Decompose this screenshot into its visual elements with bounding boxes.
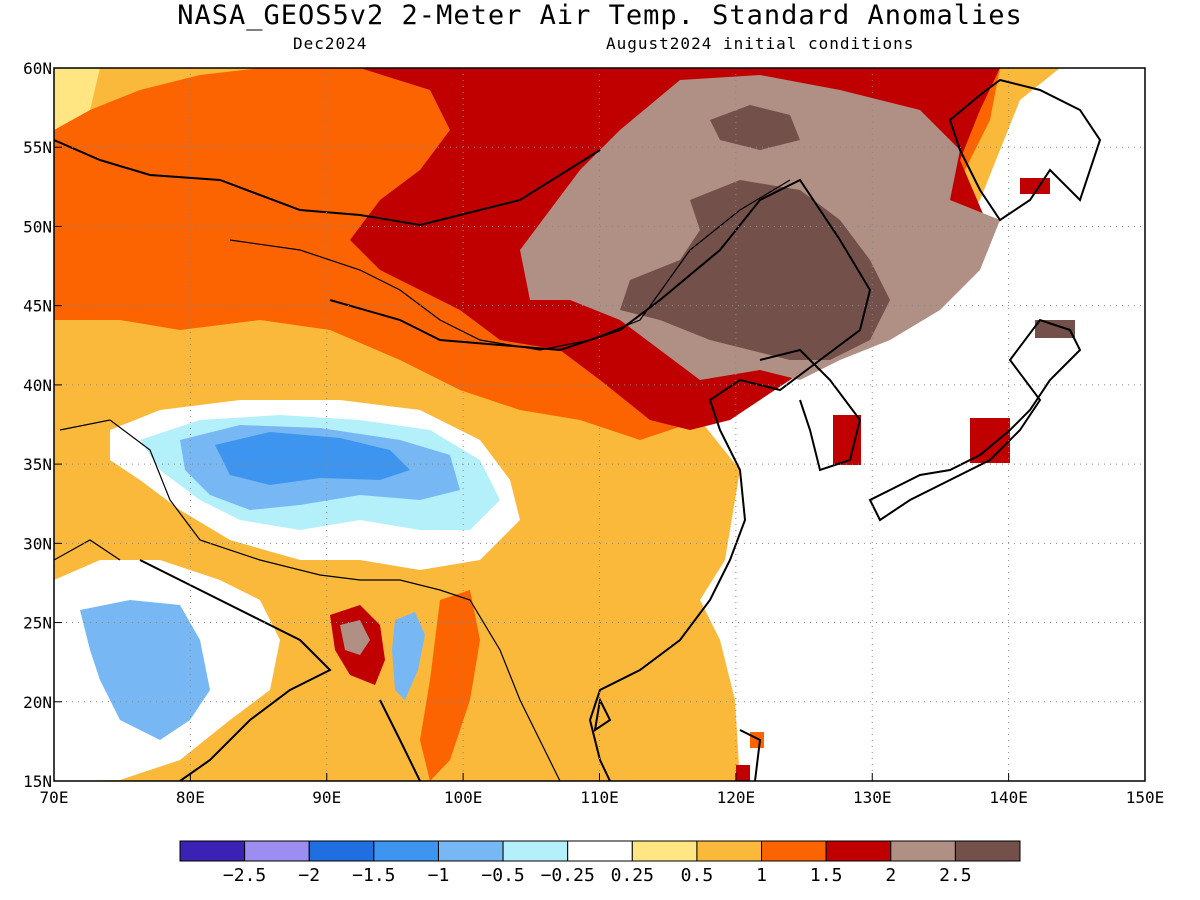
lat-tick-label: 40N bbox=[23, 376, 52, 395]
lon-tick-label: 80E bbox=[176, 788, 205, 807]
colorbar-label: −0.25 bbox=[541, 865, 595, 886]
lat-tick-label: 25N bbox=[23, 614, 52, 633]
colorbar-swatch bbox=[631, 840, 698, 862]
forecast-month: Dec2024 bbox=[293, 34, 368, 53]
colorbar-swatch bbox=[179, 840, 246, 862]
lon-tick-label: 130E bbox=[853, 788, 892, 807]
lat-axis: 15N 20N 25N 30N 35N 40N 45N 50N 55N 60N bbox=[23, 59, 62, 791]
lon-tick-label: 70E bbox=[40, 788, 69, 807]
region-west-light bbox=[54, 68, 100, 130]
map-title: NASA_GEOS5v2 2-Meter Air Temp. Standard … bbox=[177, 0, 1023, 31]
colorbar-swatch bbox=[761, 840, 827, 862]
region-tibet-cold bbox=[215, 432, 410, 485]
borders bbox=[54, 179, 791, 781]
anomaly-fields bbox=[54, 68, 1145, 781]
colorbar-label: 2.5 bbox=[939, 865, 972, 886]
region-extreme-warm bbox=[620, 180, 890, 360]
colorbar-label: −1 bbox=[428, 865, 450, 886]
colorbar-swatch bbox=[308, 840, 375, 862]
colorbar-label: −2.5 bbox=[223, 865, 266, 886]
colorbar-swatch bbox=[437, 840, 504, 862]
lon-tick-label: 150E bbox=[1126, 788, 1165, 807]
colorbar-swatch bbox=[373, 840, 439, 862]
lat-tick-label: 30N bbox=[23, 534, 52, 553]
colorbar-label: −2 bbox=[298, 865, 320, 886]
colorbar-swatch bbox=[244, 840, 310, 862]
lon-axis: 70E 80E 90E 100E 110E 120E 130E 140E 150E bbox=[40, 773, 1165, 807]
colorbar-label: 0.5 bbox=[681, 865, 714, 886]
colorbar: −2.5 −2 −1.5 −1 −0.5 −0.25 0.25 0.5 1 1.5 2 2.5 bbox=[179, 840, 1021, 886]
colorbar-label: 1.5 bbox=[810, 865, 843, 886]
region-hokkaido-extreme bbox=[1035, 320, 1075, 338]
lon-tick-label: 110E bbox=[580, 788, 619, 807]
colorbar-swatch bbox=[890, 840, 956, 862]
lon-tick-label: 120E bbox=[717, 788, 756, 807]
initial-conditions: August2024 initial conditions bbox=[606, 34, 915, 53]
lat-tick-label: 20N bbox=[23, 693, 52, 712]
lat-tick-label: 60N bbox=[23, 59, 52, 78]
colorbar-label: 0.25 bbox=[611, 865, 654, 886]
ocean-region bbox=[700, 68, 1145, 781]
lon-tick-label: 90E bbox=[312, 788, 341, 807]
lon-tick-label: 140E bbox=[989, 788, 1028, 807]
lat-tick-label: 55N bbox=[23, 138, 52, 157]
region-extreme-warm-north bbox=[710, 105, 800, 150]
colorbar-label: 2 bbox=[885, 865, 896, 886]
colorbar-swatch bbox=[567, 840, 633, 862]
colorbar-swatch bbox=[825, 840, 892, 862]
region-taiwan-strong bbox=[736, 765, 750, 781]
colorbar-swatch bbox=[502, 840, 569, 862]
colorbar-swatch bbox=[954, 840, 1021, 862]
colorbar-swatch bbox=[696, 840, 763, 862]
lat-tick-label: 50N bbox=[23, 217, 52, 236]
region-bangladesh-very-warm bbox=[340, 620, 370, 655]
lat-tick-label: 15N bbox=[23, 772, 52, 791]
region-south-china-warm bbox=[420, 590, 480, 781]
colorbar-label: −1.5 bbox=[352, 865, 395, 886]
region-taiwan-warm bbox=[750, 732, 764, 748]
lat-tick-label: 45N bbox=[23, 297, 52, 316]
lat-tick-label: 35N bbox=[23, 455, 52, 474]
region-myanmar-cool bbox=[392, 612, 425, 700]
region-japan-warm bbox=[970, 418, 1010, 463]
region-korea-warm bbox=[833, 415, 861, 465]
region-india-cool bbox=[80, 600, 210, 740]
colorbar-label: 1 bbox=[756, 865, 767, 886]
lon-tick-label: 100E bbox=[444, 788, 483, 807]
colorbar-label: −0.5 bbox=[481, 865, 524, 886]
